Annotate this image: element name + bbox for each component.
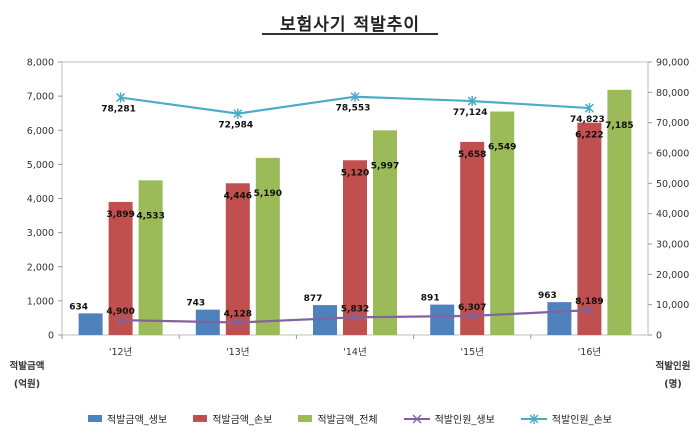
bar-nonlife-amount [460, 141, 485, 335]
legend-swatch [193, 415, 208, 422]
data-label-nonlife-people: 78,553 [336, 104, 371, 114]
left-tick-label: 1,000 [27, 296, 54, 307]
legend-swatch [298, 415, 313, 422]
data-label-nonlife-people: 74,823 [570, 115, 605, 125]
line-nonlife-people-marker [467, 96, 477, 107]
left-tick-label: 5,000 [27, 160, 54, 171]
bar-nonlife-amount [577, 122, 602, 335]
data-label-life-people: 5,832 [341, 304, 369, 314]
left-tick-label: 8,000 [27, 58, 54, 69]
left-tick-label: 2,000 [27, 262, 54, 273]
data-label-nonlife-people: 72,984 [218, 121, 253, 131]
legend-line-swatch [520, 413, 547, 424]
data-label-life-amount: 963 [538, 291, 557, 301]
left-tick-label: 7,000 [27, 92, 54, 103]
data-label-life-amount: 743 [186, 299, 205, 309]
data-label-life-people: 6,307 [458, 303, 486, 313]
legend-label: 적발금액_생보 [106, 415, 168, 426]
line-nonlife-people-marker [116, 92, 126, 103]
bar-life-amount [430, 304, 455, 335]
bar-total-amount [607, 89, 632, 335]
legend-item-total-amount: 적발금액_전체 [298, 411, 378, 426]
data-label-nonlife-amount: 3,899 [106, 210, 134, 220]
legend-item-nonlife-amount: 적발금액_손보 [193, 411, 272, 426]
x-tick-label: '14년 [343, 347, 366, 358]
legend-line-swatch [403, 414, 430, 423]
title-underline [262, 33, 438, 35]
left-axis-unit-label: 적발금액 [9, 361, 45, 372]
x-tick-label: '15년 [460, 347, 483, 358]
right-tick-label: 30,000 [656, 240, 689, 251]
line-nonlife-people-marker [584, 103, 594, 114]
data-label-life-amount: 891 [421, 294, 440, 304]
bar-nonlife-amount [108, 201, 133, 335]
line-life-people-marker [350, 312, 360, 322]
left-tick-label: 4,000 [27, 194, 54, 205]
legend-label: 적발금액_손보 [212, 415, 273, 426]
data-label-nonlife-amount: 5,120 [341, 168, 369, 178]
left-tick-label: 6,000 [27, 126, 54, 137]
data-label-total-amount: 4,533 [136, 211, 164, 221]
data-label-total-amount: 5,997 [371, 161, 399, 171]
right-tick-label: 10,000 [656, 300, 689, 311]
data-label-nonlife-amount: 4,446 [224, 191, 252, 201]
right-axis-unit-sub: (명) [664, 379, 682, 390]
line-life-people-marker [584, 305, 594, 315]
left-tick-label: 3,000 [27, 228, 54, 239]
bar-total-amount [373, 130, 397, 335]
bar-life-amount [78, 313, 103, 335]
right-tick-label: 20,000 [656, 270, 689, 281]
line-life-people-marker [233, 317, 243, 328]
bar-nonlife-amount [343, 160, 367, 335]
data-label-total-amount: 6,549 [488, 143, 516, 153]
legend-swatch [87, 415, 102, 422]
data-label-life-amount: 634 [69, 302, 88, 312]
x-tick-label: '12년 [109, 347, 132, 358]
bar-life-amount [547, 302, 572, 335]
legend-label: 적발인원_생보 [434, 415, 495, 426]
data-label-total-amount: 5,190 [254, 189, 282, 199]
line-life-people-marker [116, 315, 126, 325]
data-label-nonlife-people: 78,281 [101, 105, 136, 115]
chart-title: 보험사기 적발추이 [279, 15, 421, 35]
bar-total-amount [490, 111, 515, 335]
x-tick-label: '16년 [578, 347, 601, 358]
right-tick-label: 0 [656, 331, 662, 342]
data-label-life-people: 4,900 [106, 307, 134, 317]
left-axis-unit-sub: (억원) [13, 379, 41, 390]
line-life-people-marker [467, 311, 477, 321]
right-tick-label: 80,000 [656, 88, 689, 99]
right-tick-label: 70,000 [656, 118, 689, 129]
line-nonlife-people-marker [350, 91, 360, 102]
legend-label: 적발인원_손보 [551, 415, 612, 426]
data-label-nonlife-amount: 5,658 [458, 150, 486, 160]
data-label-total-amount: 7,185 [605, 121, 633, 131]
legend: 적발금액_생보 적발금액_손보 적발금액_전체 적발인원_생보 적발인원_손보 [0, 411, 700, 426]
bar-total-amount [255, 157, 280, 335]
line-nonlife-people-marker [233, 108, 243, 119]
data-label-life-amount: 877 [304, 294, 323, 304]
data-label-nonlife-amount: 6,222 [575, 131, 603, 141]
data-label-life-people: 4,128 [224, 309, 252, 319]
legend-item-nonlife-people: 적발인원_손보 [520, 411, 612, 426]
right-tick-label: 60,000 [656, 149, 689, 160]
right-tick-label: 90,000 [656, 58, 689, 69]
x-tick-label: '13년 [226, 347, 249, 358]
data-label-life-people: 8,189 [575, 297, 603, 307]
right-axis-unit-label: 적발인원 [655, 361, 691, 372]
right-tick-label: 50,000 [656, 179, 689, 190]
data-label-nonlife-people: 77,124 [453, 108, 488, 118]
legend-label: 적발금액_전체 [317, 415, 378, 426]
bar-nonlife-amount [225, 183, 250, 335]
right-tick-label: 40,000 [656, 209, 689, 220]
legend-item-life-amount: 적발금액_생보 [87, 411, 168, 426]
left-tick-label: 0 [48, 331, 54, 342]
bar-total-amount [138, 180, 163, 335]
legend-item-life-people: 적발인원_생보 [403, 411, 495, 426]
